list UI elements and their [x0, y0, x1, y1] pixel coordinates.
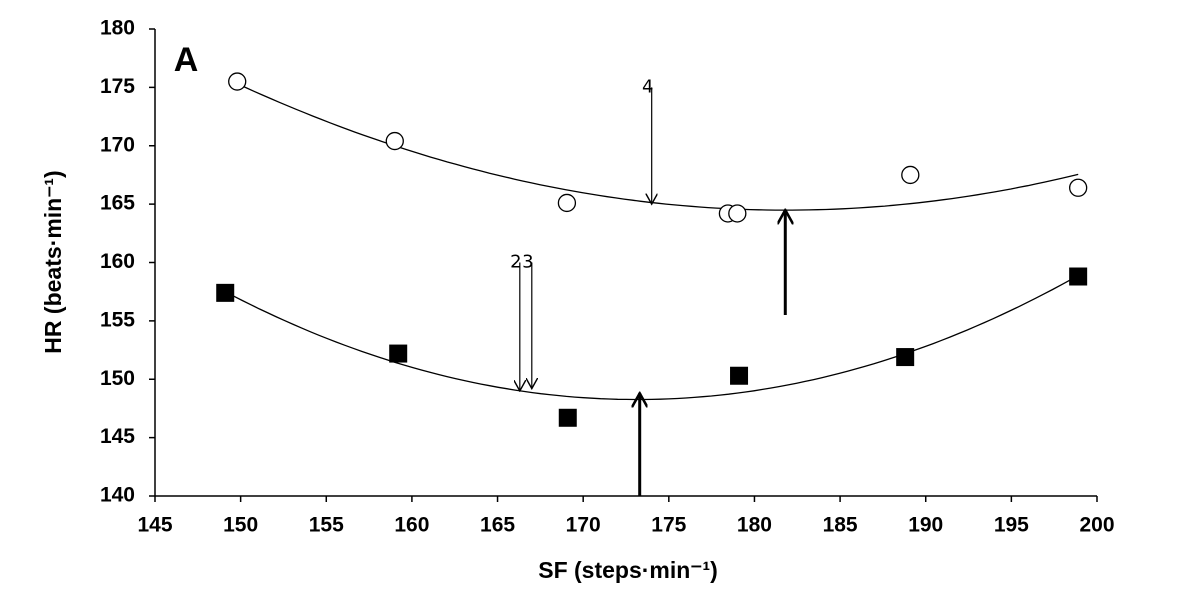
annotation-label: 3 — [522, 252, 533, 273]
x-tick-label: 195 — [994, 514, 1029, 537]
x-tick-label: 180 — [737, 514, 772, 537]
point — [557, 193, 577, 213]
panel-label: A — [174, 41, 199, 79]
y-tick-label: 175 — [100, 75, 135, 98]
x-tick-label: 190 — [908, 514, 943, 537]
y-tick-label: 160 — [100, 250, 135, 273]
x-tick-label: 145 — [137, 514, 172, 537]
point — [896, 348, 915, 367]
y-tick-label: 140 — [100, 484, 135, 507]
y-tick-label: 170 — [100, 133, 135, 156]
x-axis-title: SF (steps·min⁻¹) — [538, 557, 718, 583]
x-tick-label: 165 — [480, 514, 515, 537]
point — [385, 131, 404, 151]
trendline — [236, 83, 1079, 211]
y-tick-label: 155 — [100, 308, 135, 331]
y-axis-title: HR (beats·min⁻¹) — [40, 170, 66, 353]
y-tick-label: 145 — [100, 425, 135, 448]
point — [728, 204, 747, 223]
point — [389, 344, 408, 363]
trendline — [224, 274, 1079, 401]
annotation-label: 4 — [642, 76, 653, 97]
x-tick-label: 160 — [394, 514, 429, 537]
x-tick-label: 200 — [1079, 514, 1114, 537]
point — [558, 408, 577, 427]
y-tick-label: 180 — [100, 17, 135, 40]
point — [730, 366, 749, 385]
point — [216, 283, 235, 302]
point — [901, 165, 920, 185]
point — [1069, 267, 1088, 286]
point — [228, 72, 247, 91]
x-tick-label: 175 — [651, 514, 686, 537]
x-tick-label: 150 — [223, 514, 258, 537]
annotation-label: 2 — [510, 252, 521, 273]
x-tick-label: 170 — [566, 514, 601, 537]
y-tick-label: 150 — [100, 367, 135, 390]
point — [1069, 178, 1088, 197]
x-tick-label: 185 — [823, 514, 858, 537]
x-tick-label: 155 — [309, 514, 344, 537]
y-tick-label: 165 — [100, 192, 135, 215]
